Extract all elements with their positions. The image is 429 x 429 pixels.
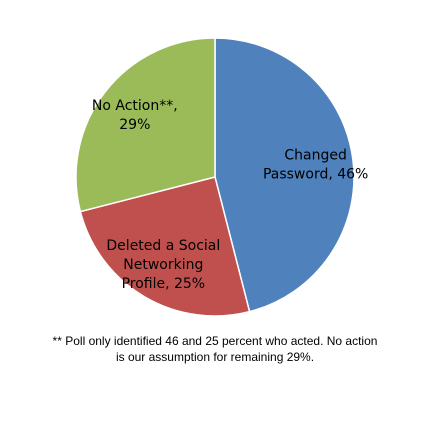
pie-label-line: 29%	[119, 117, 150, 133]
pie-slice-deleted-a-social-networking-profile	[79, 176, 251, 317]
pie-label-line: No Action**,	[92, 98, 178, 114]
pie-labels: Changed Password, 46% Deleted a Social Netw…	[92, 98, 368, 292]
pie-label-no-action: No Action**, 29%	[92, 98, 178, 133]
footnote-line-1: ** Poll only identified 46 and 25 percen…	[52, 334, 378, 348]
pie-label-deleted-a-social-networking-profile: Deleted a Social Networking Profile, 25%	[106, 238, 220, 292]
pie-label-line: Deleted a Social	[106, 238, 220, 254]
pie-label-line: Changed	[284, 148, 347, 164]
pie-label-line: Password, 46%	[263, 167, 368, 183]
pie-label-line: Networking	[123, 257, 203, 273]
pie-label-line: Profile, 25%	[122, 276, 206, 292]
pie-label-changed-password: Changed Password, 46%	[263, 148, 368, 183]
footnote: ** Poll only identified 46 and 25 percen…	[30, 333, 400, 365]
pie-slice-changed-password	[214, 37, 355, 313]
pie-slice-no-action	[75, 37, 216, 213]
pie-slices	[75, 37, 355, 317]
footnote-line-2: is our assumption for remaining 29%.	[115, 350, 315, 364]
